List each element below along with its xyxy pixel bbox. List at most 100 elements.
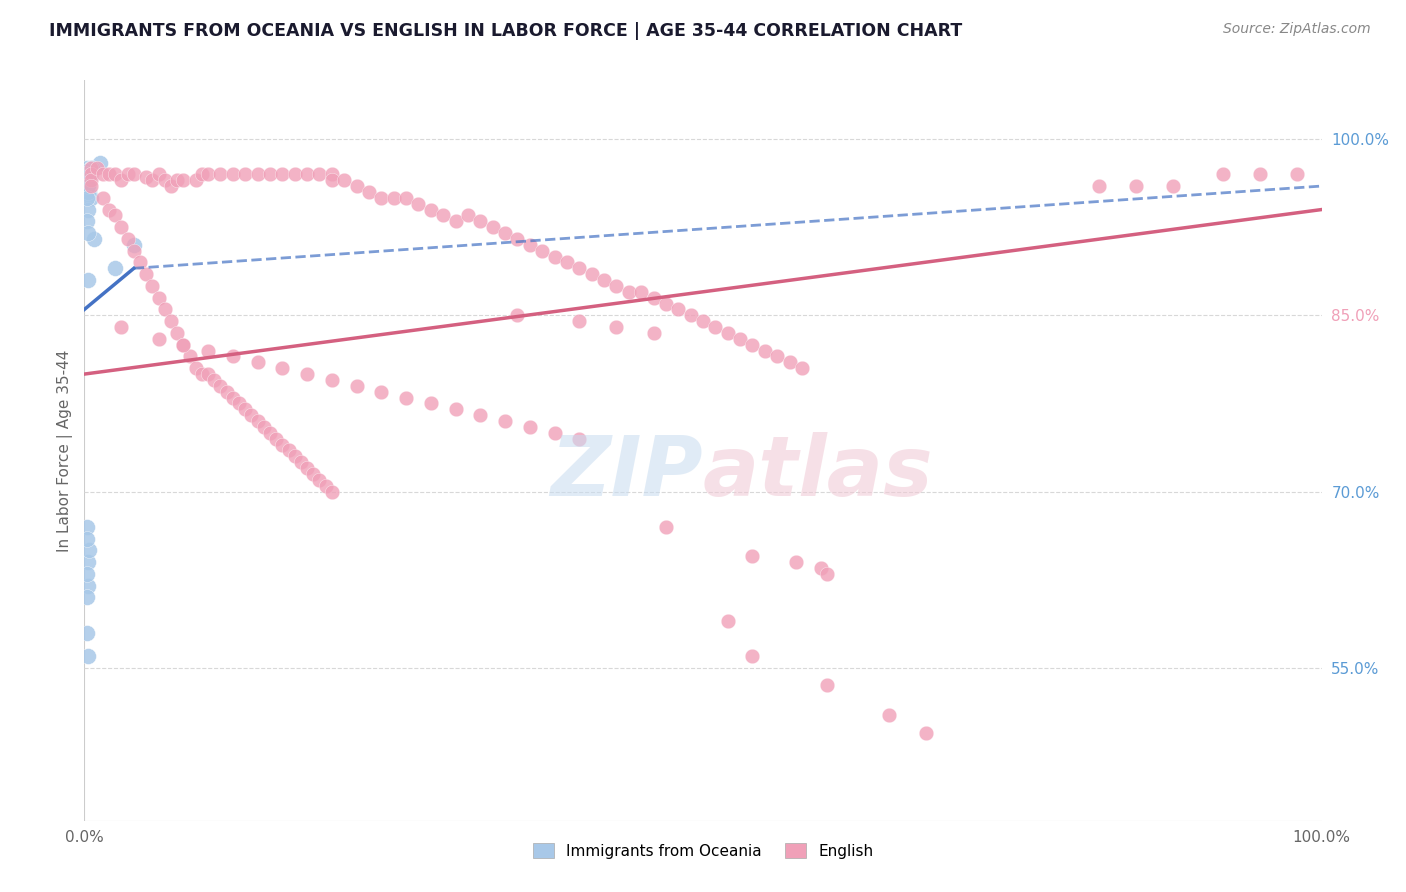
Point xyxy=(215,384,238,399)
Point xyxy=(233,167,256,181)
Point xyxy=(1212,167,1234,181)
Point xyxy=(148,332,170,346)
Point xyxy=(117,167,139,181)
Point xyxy=(728,332,751,346)
Point xyxy=(643,291,665,305)
Point xyxy=(79,543,101,558)
Point xyxy=(605,320,627,334)
Point xyxy=(741,337,763,351)
Point xyxy=(76,520,98,534)
Point xyxy=(655,520,678,534)
Point xyxy=(395,191,418,205)
Point xyxy=(568,314,591,328)
Point xyxy=(704,320,727,334)
Point xyxy=(76,625,98,640)
Point xyxy=(202,373,225,387)
Point xyxy=(295,167,318,181)
Point xyxy=(741,549,763,564)
Point xyxy=(179,350,201,364)
Point xyxy=(643,326,665,340)
Point xyxy=(815,678,838,692)
Point xyxy=(79,167,101,181)
Point xyxy=(506,308,529,322)
Text: IMMIGRANTS FROM OCEANIA VS ENGLISH IN LABOR FORCE | AGE 35-44 CORRELATION CHART: IMMIGRANTS FROM OCEANIA VS ENGLISH IN LA… xyxy=(49,22,963,40)
Point xyxy=(153,302,176,317)
Point xyxy=(166,173,188,187)
Point xyxy=(191,367,214,381)
Point xyxy=(98,167,121,181)
Point xyxy=(209,379,232,393)
Point xyxy=(717,326,740,340)
Point xyxy=(581,267,603,281)
Point xyxy=(692,314,714,328)
Point xyxy=(76,566,98,581)
Point xyxy=(166,326,188,340)
Point xyxy=(83,232,105,246)
Point xyxy=(79,173,101,187)
Point xyxy=(104,209,127,223)
Point xyxy=(141,173,163,187)
Point xyxy=(76,179,98,194)
Point xyxy=(77,649,100,664)
Text: atlas: atlas xyxy=(703,432,934,513)
Point xyxy=(135,169,157,184)
Point xyxy=(302,467,325,481)
Point xyxy=(184,361,207,376)
Point xyxy=(246,355,269,369)
Point xyxy=(77,202,100,217)
Point xyxy=(333,173,356,187)
Point xyxy=(593,273,616,287)
Point xyxy=(153,173,176,187)
Point xyxy=(444,402,467,417)
Point xyxy=(222,167,245,181)
Point xyxy=(259,425,281,440)
Point xyxy=(555,255,578,269)
Point xyxy=(481,220,503,235)
Point xyxy=(321,484,343,499)
Point xyxy=(284,167,307,181)
Point xyxy=(135,267,157,281)
Point xyxy=(222,391,245,405)
Point xyxy=(519,420,541,434)
Point xyxy=(197,167,219,181)
Point xyxy=(79,161,101,176)
Point xyxy=(246,167,269,181)
Point xyxy=(76,163,98,178)
Point xyxy=(86,161,108,176)
Point xyxy=(89,155,111,169)
Point xyxy=(76,191,98,205)
Point xyxy=(754,343,776,358)
Point xyxy=(1249,167,1271,181)
Point xyxy=(419,202,441,217)
Point xyxy=(766,350,789,364)
Point xyxy=(315,479,337,493)
Point xyxy=(271,437,294,451)
Point xyxy=(444,214,467,228)
Point xyxy=(785,555,807,569)
Point xyxy=(209,167,232,181)
Point xyxy=(228,396,250,410)
Point xyxy=(271,167,294,181)
Point xyxy=(568,261,591,276)
Point xyxy=(457,209,479,223)
Point xyxy=(104,261,127,276)
Point xyxy=(79,167,101,181)
Point xyxy=(122,244,145,258)
Point xyxy=(172,337,194,351)
Point xyxy=(104,167,127,181)
Point xyxy=(91,191,114,205)
Point xyxy=(543,250,565,264)
Point xyxy=(122,167,145,181)
Point xyxy=(408,196,430,211)
Point xyxy=(494,414,516,428)
Point xyxy=(117,232,139,246)
Point xyxy=(240,408,263,422)
Point xyxy=(357,185,380,199)
Point xyxy=(321,167,343,181)
Point xyxy=(1285,167,1308,181)
Point xyxy=(914,725,936,739)
Point xyxy=(543,425,565,440)
Point xyxy=(141,279,163,293)
Point xyxy=(295,367,318,381)
Point xyxy=(76,214,98,228)
